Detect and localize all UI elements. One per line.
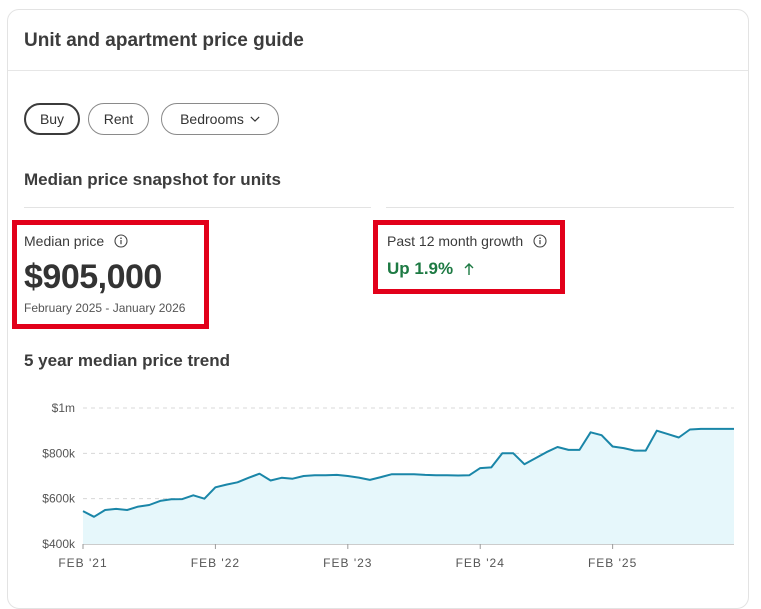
price-trend-chart: $1m $800k $600k $400k FEB '21 FEB '22 FEB '23 F… <box>42 401 734 570</box>
growth-highlight <box>373 220 565 294</box>
median-price-highlight <box>12 220 209 329</box>
x-tick-label: FEB '21 <box>58 556 107 570</box>
y-tick-label: $400k <box>42 537 76 551</box>
snapshot-divider-left <box>24 207 371 208</box>
growth-value-row: Up 1.9% <box>387 259 475 279</box>
chevron-down-icon <box>250 116 260 122</box>
arrow-up-icon <box>464 263 474 275</box>
median-price-label: Median price <box>24 233 105 249</box>
buy-filter-button[interactable]: Buy <box>24 103 80 135</box>
median-price-value: $905,000 <box>24 258 162 296</box>
bedrooms-dropdown-button[interactable]: Bedrooms <box>161 103 279 135</box>
trend-title: 5 year median price trend <box>24 351 230 370</box>
rent-filter-button[interactable]: Rent <box>88 103 149 135</box>
x-tick-label: FEB '22 <box>191 556 240 570</box>
median-price-label-row: Median price <box>24 233 128 249</box>
growth-label-row: Past 12 month growth <box>387 233 547 249</box>
y-tick-label: $800k <box>42 446 76 460</box>
price-area <box>83 428 734 544</box>
buy-filter-label: Buy <box>39 111 65 127</box>
median-price-date-range: February 2025 - January 2026 <box>24 301 186 315</box>
snapshot-divider-right <box>386 207 734 208</box>
card-title: Unit and apartment price guide <box>24 30 304 51</box>
info-icon[interactable] <box>533 234 547 248</box>
rent-filter-label: Rent <box>103 111 134 127</box>
info-icon[interactable] <box>114 234 128 248</box>
x-tick-label: FEB '25 <box>588 556 637 570</box>
growth-value: Up 1.9% <box>387 259 454 278</box>
y-tick-label: $1m <box>52 401 75 415</box>
snapshot-title: Median price snapshot for units <box>24 170 281 189</box>
title-divider <box>8 70 748 71</box>
bedrooms-filter-label: Bedrooms <box>180 111 244 127</box>
x-tick-label: FEB '23 <box>323 556 372 570</box>
growth-label: Past 12 month growth <box>387 233 524 249</box>
y-tick-label: $600k <box>42 492 76 506</box>
x-tick-label: FEB '24 <box>456 556 505 570</box>
price-line <box>82 427 734 518</box>
